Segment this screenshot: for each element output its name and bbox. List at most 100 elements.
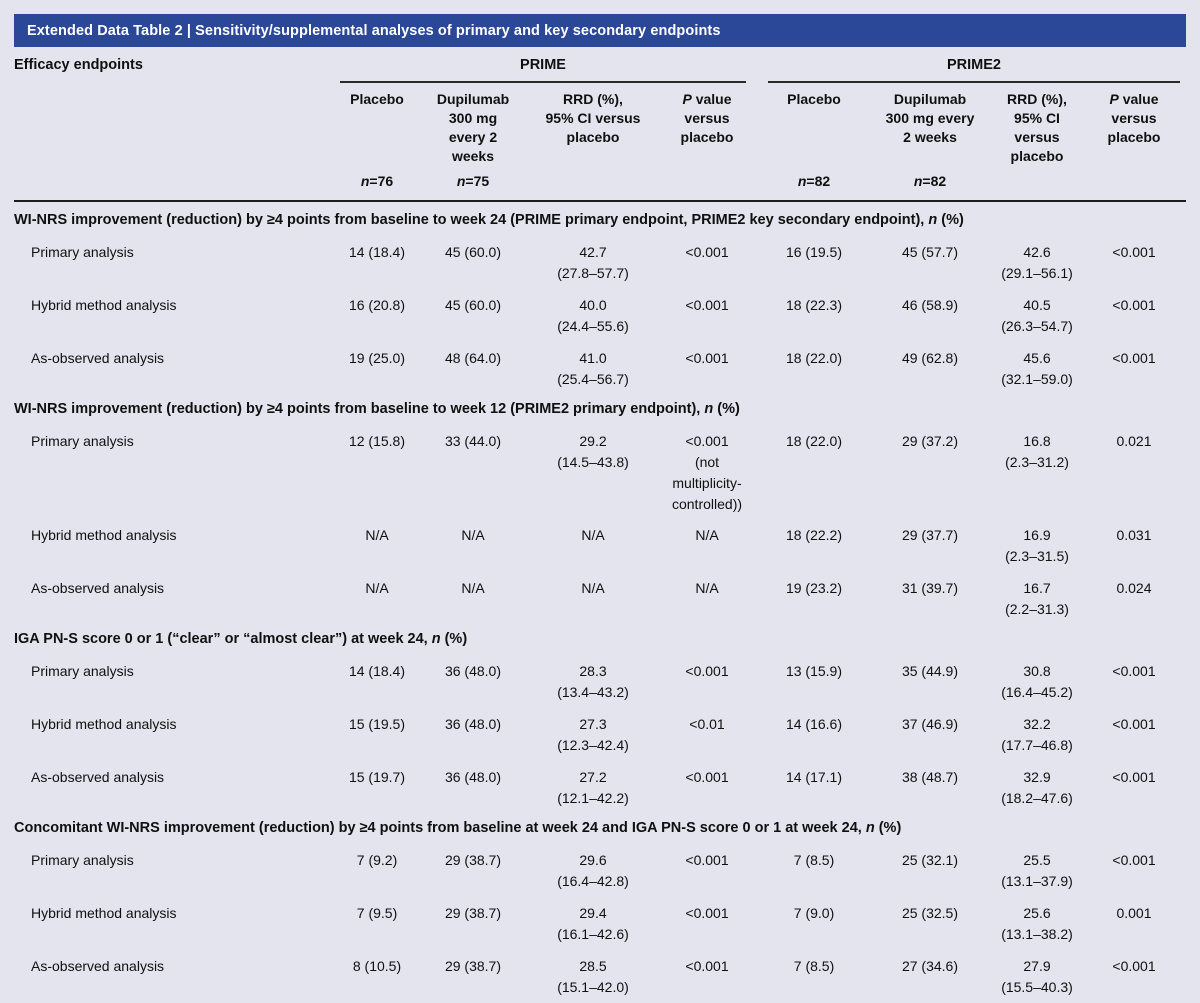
data-cell: 28.5 (15.1–42.0) [557,958,629,995]
n-italic: n [360,173,370,189]
group-header-prime2: PRIME2 [768,55,1180,83]
row-label: Hybrid method analysis [31,527,177,543]
data-cell: 31 (39.7) [901,580,959,596]
data-cell: 7 (9.5) [356,905,398,921]
section-title: IGA PN-S score 0 or 1 (“clear” or “almos… [14,631,468,647]
n-count-prime-placebo: n=76 [340,166,414,200]
row-label: Hybrid method analysis [31,716,177,732]
data-cell: 29 (38.7) [444,958,502,974]
data-cell: 27.3 (12.3–42.4) [557,716,629,753]
data-cell: 16.7 (2.2–31.3) [1005,580,1069,617]
data-cell: 25.5 (13.1–37.9) [1001,852,1073,889]
data-cell: <0.001 [685,769,729,785]
data-cell: 35 (44.9) [901,663,959,679]
table-header: Efficacy endpoints PRIME PRIME2 Placebo … [14,55,1186,200]
table-row: As-observed analysis N/A N/A N/A N/A 19 (23.2… [14,568,1186,621]
data-cell: 18 (22.0) [785,433,843,449]
data-cell: 8 (10.5) [352,958,402,974]
table-title: Extended Data Table 2 | Sensitivity/supp… [27,22,721,39]
data-cell: 36 (48.0) [444,663,502,679]
data-cell: <0.001 [1112,958,1156,974]
data-cell: 37 (46.9) [901,716,959,732]
table-row: As-observed analysis 8 (10.5) 29 (38.7) 28.… [14,946,1186,999]
data-cell: 30.8 (16.4–45.2) [1001,663,1073,700]
data-cell: 19 (23.2) [785,580,843,596]
data-cell: 16 (20.8) [348,297,406,313]
data-cell: 41.0 (25.4–56.7) [557,350,629,387]
data-cell: 14 (16.6) [785,716,843,732]
data-cell: N/A [695,527,719,543]
data-cell: 45 (60.0) [444,297,502,313]
data-cell: 12 (15.8) [348,433,406,449]
data-cell: <0.001 [685,663,729,679]
section-title: Concomitant WI-NRS improvement (reductio… [14,820,902,836]
data-cell: 16.9 (2.3–31.5) [1005,527,1069,564]
column-header-prime2-placebo: Placebo [787,91,841,107]
data-cell: 7 (8.5) [793,958,835,974]
data-cell: 40.5 (26.3–54.7) [1001,297,1073,334]
data-cell: 15 (19.7) [348,769,406,785]
data-cell: <0.001 [1112,244,1156,260]
data-cell: 32.9 (18.2–47.6) [1001,769,1073,806]
column-header-prime2-pvalue: P value versus placebo [1082,83,1186,166]
data-cell: 0.024 [1116,580,1152,596]
data-cell: <0.001 [685,297,729,313]
table-row: Hybrid method analysis 15 (19.5) 36 (48.0)… [14,704,1186,757]
data-cell: <0.001 [1112,663,1156,679]
p-italic: P [1109,91,1119,107]
data-cell: 27.9 (15.5–40.3) [1001,958,1073,995]
data-cell: 0.001 [1116,905,1152,921]
row-label: As-observed analysis [31,958,165,974]
data-cell: 29 (38.7) [444,852,502,868]
data-cell: 46 (58.9) [901,297,959,313]
data-cell: 45 (60.0) [444,244,502,260]
data-cell: 33 (44.0) [444,433,502,449]
column-header-prime-pvalue: P value versus placebo [654,83,760,166]
column-header-prime2-rrd: RRD (%), 95% CI versus placebo [1007,91,1067,164]
data-cell: 29.2 (14.5–43.8) [557,433,629,470]
table-row: Primary analysis 14 (18.4) 36 (48.0) 28.3 (… [14,651,1186,704]
data-cell: 48 (64.0) [444,350,502,366]
data-cell: <0.01 [689,716,725,732]
data-cell: 29.4 (16.1–42.6) [557,905,629,942]
data-cell: N/A [581,580,605,596]
data-cell: <0.001 (not multiplicity- controlled)) [671,433,743,512]
data-cell: 18 (22.2) [785,527,843,543]
data-cell: N/A [581,527,605,543]
data-cell: 29 (37.2) [901,433,959,449]
n-count-prime-dupilumab: n=75 [414,166,532,200]
n-value: =75 [465,173,490,189]
n-italic: n [913,173,923,189]
data-cell: 25 (32.5) [901,905,959,921]
column-header-prime-rrd: RRD (%), 95% CI versus placebo [545,91,641,145]
n-value: =82 [922,173,947,189]
table-section: WI-NRS improvement (reduction) by ≥4 poi… [14,202,1186,391]
table-row: Primary analysis 7 (9.2) 29 (38.7) 29.6 (16… [14,840,1186,893]
n-count-prime2-placebo: n=82 [760,166,868,200]
p-italic: P [682,91,692,107]
data-cell: 14 (18.4) [348,244,406,260]
data-cell: 38 (48.7) [901,769,959,785]
data-cell: 32.2 (17.7–46.8) [1001,716,1073,753]
table-row: Hybrid method analysis 7 (9.5) 29 (38.7) 29… [14,893,1186,946]
row-label: Hybrid method analysis [31,905,177,921]
row-label: Primary analysis [31,663,134,679]
table-section: Concomitant WI-NRS improvement (reductio… [14,810,1186,999]
data-cell: 7 (8.5) [793,852,835,868]
row-label: As-observed analysis [31,769,165,785]
table-row: Primary analysis 14 (18.4) 45 (60.0) 42.7 (… [14,232,1186,285]
data-cell: <0.001 [685,958,729,974]
data-cell: 42.6 (29.1–56.1) [1001,244,1073,281]
data-cell: 29.6 (16.4–42.8) [557,852,629,889]
data-cell: 13 (15.9) [785,663,843,679]
data-cell: 0.021 [1116,433,1152,449]
p-rest: value versus placebo [680,91,734,145]
n-italic: n [456,173,466,189]
data-cell: 45 (57.7) [901,244,959,260]
table-title-bar: Extended Data Table 2 | Sensitivity/supp… [14,14,1186,47]
data-cell: 40.0 (24.4–55.6) [557,297,629,334]
n-count-prime2-dupilumab: n=82 [868,166,992,200]
data-cell: <0.001 [685,905,729,921]
data-cell: N/A [365,527,389,543]
row-label: Primary analysis [31,852,134,868]
